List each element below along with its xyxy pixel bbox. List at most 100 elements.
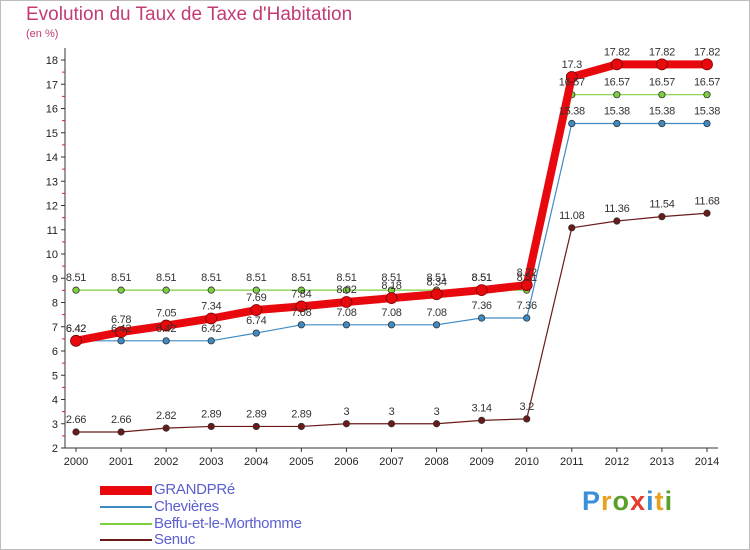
data-point (432, 420, 441, 428)
data-label: 2.66 (111, 414, 131, 426)
data-point (207, 337, 215, 345)
y-tick-label: 18 (46, 55, 58, 67)
data-label: 2.89 (201, 408, 221, 420)
data-point (342, 420, 351, 428)
data-label: 6.78 (111, 314, 131, 326)
proxiti-logo: Proxiti (582, 486, 673, 517)
logo-letter: i (664, 486, 674, 516)
logo-letter: i (646, 486, 655, 516)
data-point (520, 279, 533, 291)
y-tick-label: 6 (52, 346, 58, 358)
data-label: 8.51 (336, 272, 356, 284)
logo-letter: t (654, 486, 665, 516)
data-label: 11.54 (649, 199, 674, 211)
legend-swatch-chevieres (100, 506, 152, 508)
data-label: 3 (389, 406, 395, 418)
x-tick-label: 2011 (560, 456, 584, 468)
data-point (117, 337, 125, 345)
data-point (342, 321, 351, 329)
legend-swatch-senuc (100, 539, 152, 541)
data-label: 6.42 (156, 323, 176, 335)
data-point (568, 119, 576, 128)
data-point (342, 286, 351, 294)
data-label: 15.38 (559, 106, 585, 118)
data-label: 16.57 (559, 77, 585, 89)
x-tick-label: 2012 (605, 456, 629, 468)
legend-label-grandpre: GRANDPRé (154, 481, 235, 498)
logo-letter: r (601, 486, 613, 516)
data-point (565, 71, 578, 83)
y-tick-label: 10 (46, 249, 58, 261)
data-point (658, 119, 666, 128)
logo-letter: x (630, 486, 647, 516)
data-point (207, 286, 215, 294)
y-tick-label: 17 (46, 79, 58, 91)
data-point (340, 296, 353, 308)
x-tick-label: 2000 (64, 456, 88, 468)
y-tick-label: 4 (52, 395, 58, 407)
y-tick-label: 12 (46, 201, 58, 213)
legend-label-chevieres: Chevières (154, 498, 219, 515)
y-tick-label: 2 (52, 443, 58, 455)
data-point (658, 91, 666, 99)
data-label: 8.51 (156, 272, 176, 284)
data-label: 11.36 (604, 203, 629, 215)
data-point (478, 416, 486, 424)
data-point (70, 334, 82, 347)
data-point (72, 428, 80, 436)
y-tick-label: 8 (52, 298, 58, 310)
x-tick-label: 2009 (469, 456, 493, 468)
y-tick-label: 14 (46, 152, 58, 164)
data-label: 6.42 (66, 323, 86, 335)
x-tick-label: 2010 (514, 456, 538, 468)
data-label: 8.51 (201, 272, 221, 284)
data-point (610, 58, 623, 71)
data-point (117, 286, 125, 294)
data-label: 8.51 (472, 272, 492, 284)
data-label: 7.34 (201, 301, 221, 313)
y-tick-label: 3 (52, 419, 58, 431)
data-point (162, 286, 170, 294)
data-point (297, 286, 305, 294)
x-tick-label: 2013 (650, 456, 674, 468)
data-point (613, 119, 621, 128)
data-point (430, 288, 443, 301)
y-tick-label: 16 (46, 104, 58, 116)
legend-label-senuc: Senuc (154, 531, 196, 548)
legend-label-beffu: Beffu-et-le-Morthomme (154, 515, 302, 532)
data-label: 7.08 (381, 307, 401, 319)
data-point (658, 213, 666, 221)
data-label: 7.36 (472, 300, 492, 312)
data-label: 3 (344, 406, 350, 418)
data-label: 17.82 (604, 46, 630, 58)
data-point (115, 326, 127, 338)
y-tick-label: 15 (46, 128, 58, 140)
x-tick-label: 2006 (334, 456, 358, 468)
data-label: 17.82 (649, 46, 675, 58)
data-label: 7.69 (246, 292, 266, 304)
data-label: 7.36 (517, 300, 537, 312)
y-tick-label: 13 (46, 176, 58, 188)
data-point (387, 321, 396, 329)
data-label: 3.14 (472, 402, 492, 414)
data-label: 11.08 (559, 210, 584, 222)
data-point (703, 91, 711, 99)
data-point (205, 312, 218, 325)
data-label: 8.51 (517, 272, 537, 284)
chart-title: Evolution du Taux de Taxe d'Habitation (26, 4, 353, 25)
x-tick-label: 2002 (154, 456, 178, 468)
data-point (252, 329, 260, 337)
data-label: 3 (434, 406, 440, 418)
data-point (160, 319, 173, 332)
data-label: 6.42 (111, 323, 131, 335)
data-label: 16.57 (649, 77, 675, 89)
x-tick-label: 2004 (244, 456, 268, 468)
data-label: 8.51 (472, 272, 492, 284)
data-point (475, 284, 488, 297)
data-label: 11.68 (694, 195, 719, 207)
data-point (297, 422, 305, 431)
y-tick-label: 11 (47, 225, 58, 237)
data-point (252, 286, 260, 294)
data-label: 16.57 (694, 77, 720, 89)
